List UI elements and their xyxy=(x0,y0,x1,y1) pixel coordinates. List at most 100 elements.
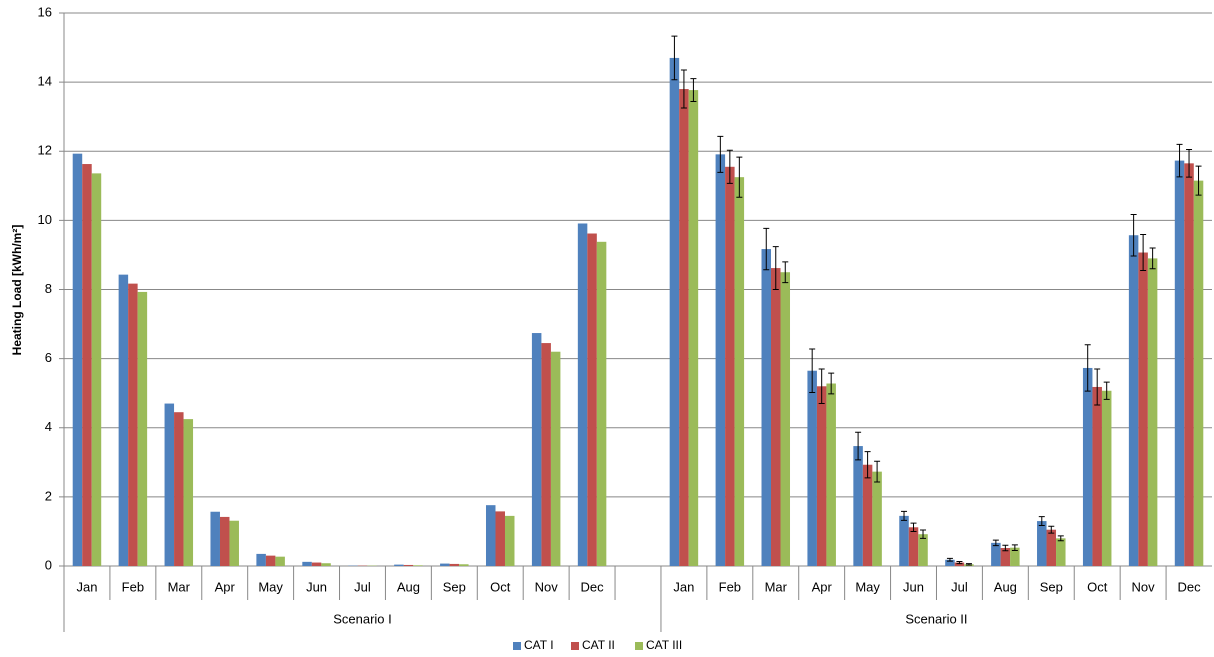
bar xyxy=(734,177,745,566)
bar xyxy=(1128,235,1139,566)
bar xyxy=(862,464,873,566)
bar xyxy=(918,534,928,566)
legend-label: CAT I xyxy=(524,638,554,652)
bar xyxy=(394,564,404,566)
bar xyxy=(679,89,689,566)
bar xyxy=(908,527,919,566)
legend-label: CAT III xyxy=(646,638,682,652)
bar xyxy=(449,563,460,566)
bar xyxy=(771,268,781,566)
error-bar xyxy=(946,557,953,562)
x-tick-label: Dec xyxy=(1177,579,1201,594)
bar xyxy=(1101,390,1112,566)
bar xyxy=(164,403,175,566)
bar xyxy=(541,343,551,566)
bar xyxy=(715,154,726,566)
x-tick-label: Aug xyxy=(397,579,420,594)
error-bar xyxy=(680,69,687,109)
group-label: Scenario II xyxy=(905,611,967,626)
bar xyxy=(137,291,148,566)
bar xyxy=(669,57,680,567)
bar xyxy=(1082,367,1093,566)
y-tick-label: 6 xyxy=(45,350,52,365)
error-bar xyxy=(1011,544,1018,551)
bar xyxy=(485,505,496,566)
x-tick-label: Mar xyxy=(168,579,191,594)
error-bar xyxy=(726,149,733,184)
x-tick-label: Jun xyxy=(903,579,924,594)
bar xyxy=(531,333,542,566)
bar xyxy=(183,419,194,566)
error-bar xyxy=(818,368,825,405)
bar xyxy=(1000,548,1011,566)
error-bar xyxy=(1002,544,1009,552)
bar xyxy=(596,241,607,566)
bar xyxy=(991,542,1001,566)
group-label: Scenario I xyxy=(333,611,392,626)
legend-swatch xyxy=(571,642,579,650)
bar xyxy=(91,173,102,566)
bar xyxy=(577,223,588,566)
bar xyxy=(413,565,423,566)
error-bar xyxy=(874,460,881,483)
bar xyxy=(1037,521,1047,566)
bar xyxy=(853,446,863,566)
x-tick-label: Feb xyxy=(719,579,741,594)
error-bar xyxy=(763,227,770,271)
y-tick-label: 14 xyxy=(38,74,52,89)
error-bar xyxy=(809,348,816,393)
x-tick-label: Dec xyxy=(581,579,605,594)
x-tick-label: Sep xyxy=(443,579,466,594)
error-bar xyxy=(1057,535,1064,542)
bar xyxy=(761,249,772,566)
legend-swatch xyxy=(635,642,643,650)
x-tick-label: Nov xyxy=(1132,579,1156,594)
bar xyxy=(174,412,184,566)
bar xyxy=(1046,529,1057,566)
error-bar xyxy=(1149,247,1156,270)
x-tick-label: Nov xyxy=(535,579,559,594)
y-tick-label: 12 xyxy=(38,143,52,158)
x-tick-label: Jan xyxy=(76,579,97,594)
bar xyxy=(1138,252,1148,566)
bar xyxy=(302,561,312,566)
bar xyxy=(899,515,909,566)
bar xyxy=(1193,180,1204,567)
bar xyxy=(321,563,331,566)
y-tick-label: 2 xyxy=(45,488,52,503)
bar xyxy=(1092,386,1102,566)
error-bar xyxy=(1186,149,1193,178)
error-bar xyxy=(855,431,862,461)
bar xyxy=(229,520,239,566)
bar xyxy=(587,233,597,567)
bar xyxy=(945,559,955,566)
bar xyxy=(495,511,505,566)
y-tick-label: 16 xyxy=(38,4,52,19)
error-bar xyxy=(1130,213,1137,257)
bar xyxy=(1010,547,1020,566)
error-bar xyxy=(910,522,917,532)
error-bar xyxy=(1103,381,1110,400)
error-bar xyxy=(1048,525,1055,534)
y-tick-label: 8 xyxy=(45,281,52,296)
bar xyxy=(275,556,285,566)
error-bar xyxy=(1195,165,1202,196)
error-bar xyxy=(1038,516,1045,527)
bar xyxy=(118,274,129,566)
bar xyxy=(816,386,827,566)
bar xyxy=(210,511,220,566)
x-tick-label: Jul xyxy=(951,579,968,594)
bar xyxy=(550,351,561,566)
bar xyxy=(256,553,266,566)
legend-swatch xyxy=(513,642,521,650)
bar xyxy=(440,563,450,566)
legend-label: CAT II xyxy=(582,638,615,652)
x-tick-label: Apr xyxy=(215,579,236,594)
y-tick-label: 0 xyxy=(45,557,52,572)
error-bar xyxy=(965,563,972,566)
x-tick-label: Sep xyxy=(1040,579,1063,594)
bar xyxy=(872,471,882,566)
x-tick-label: May xyxy=(258,579,283,594)
bar xyxy=(826,383,836,566)
